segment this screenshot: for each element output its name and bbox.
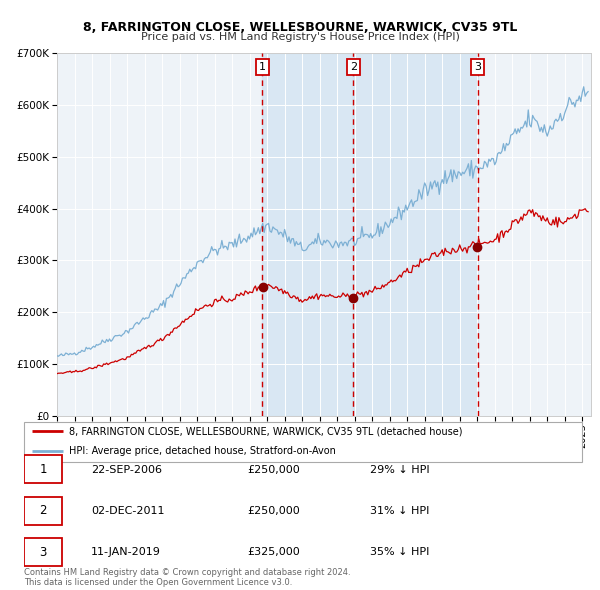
Text: 8, FARRINGTON CLOSE, WELLESBOURNE, WARWICK, CV35 9TL (detached house): 8, FARRINGTON CLOSE, WELLESBOURNE, WARWI…	[68, 427, 462, 436]
Text: Price paid vs. HM Land Registry's House Price Index (HPI): Price paid vs. HM Land Registry's House …	[140, 32, 460, 42]
Text: 35% ↓ HPI: 35% ↓ HPI	[370, 548, 430, 557]
Text: 02-DEC-2011: 02-DEC-2011	[91, 506, 164, 516]
Text: 1: 1	[259, 62, 266, 72]
Text: 8, FARRINGTON CLOSE, WELLESBOURNE, WARWICK, CV35 9TL: 8, FARRINGTON CLOSE, WELLESBOURNE, WARWI…	[83, 21, 517, 34]
Text: 3: 3	[39, 546, 47, 559]
Text: 31% ↓ HPI: 31% ↓ HPI	[370, 506, 430, 516]
Text: Contains HM Land Registry data © Crown copyright and database right 2024.: Contains HM Land Registry data © Crown c…	[24, 568, 350, 577]
Text: HPI: Average price, detached house, Stratford-on-Avon: HPI: Average price, detached house, Stra…	[68, 446, 335, 456]
Bar	[262, 53, 353, 416]
Text: 1: 1	[39, 463, 47, 476]
Text: £250,000: £250,000	[247, 465, 300, 474]
Text: 3: 3	[474, 62, 481, 72]
Text: 2: 2	[350, 62, 357, 72]
Text: This data is licensed under the Open Government Licence v3.0.: This data is licensed under the Open Gov…	[24, 578, 292, 587]
Text: 22-SEP-2006: 22-SEP-2006	[91, 465, 162, 474]
Text: 11-JAN-2019: 11-JAN-2019	[91, 548, 161, 557]
FancyBboxPatch shape	[24, 421, 582, 463]
Text: 2: 2	[39, 504, 47, 517]
FancyBboxPatch shape	[24, 455, 62, 483]
FancyBboxPatch shape	[24, 497, 62, 525]
Bar	[353, 53, 478, 416]
Text: £250,000: £250,000	[247, 506, 300, 516]
FancyBboxPatch shape	[24, 538, 62, 566]
Text: £325,000: £325,000	[247, 548, 300, 557]
Text: 29% ↓ HPI: 29% ↓ HPI	[370, 465, 430, 474]
